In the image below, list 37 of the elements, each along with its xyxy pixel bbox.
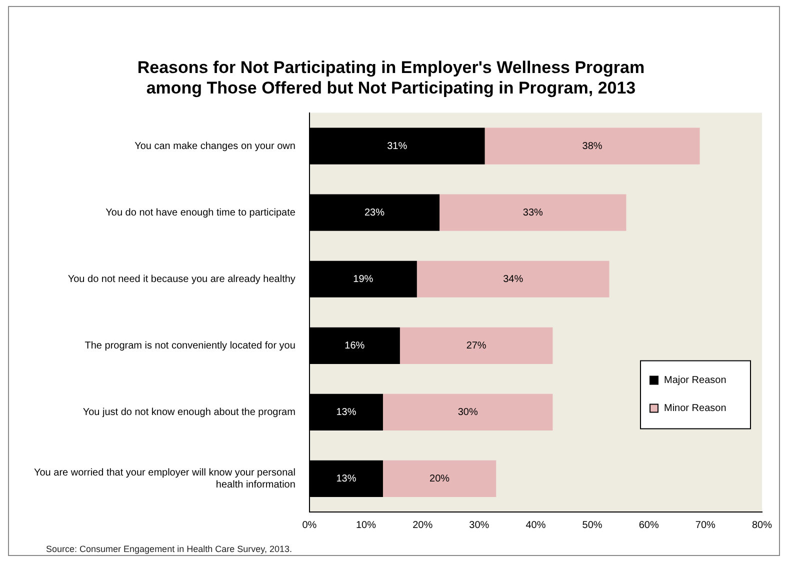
source-note: Source: Consumer Engagement in Health Care Survey, 2013. (46, 544, 292, 554)
x-tick-label: 80% (752, 520, 772, 531)
y-tick-label: You do not have enough time to participate (106, 207, 296, 218)
bar (416, 260, 610, 298)
data-label: 33% (522, 207, 543, 218)
data-label: 23% (364, 207, 385, 218)
data-label: 13% (336, 406, 356, 418)
data-label: 31% (387, 140, 408, 152)
data-label: 13% (336, 473, 356, 484)
legend-label: Minor Reason (664, 403, 726, 414)
x-tick-label: 20% (412, 520, 433, 531)
data-label: 38% (582, 140, 602, 152)
y-tick-label: You just do not know enough about the program (82, 406, 296, 418)
x-tick-label: 10% (356, 520, 376, 531)
bar (484, 128, 700, 164)
data-label: 34% (503, 274, 524, 285)
bar (440, 194, 626, 231)
bar (382, 394, 553, 430)
x-tick-label: 60% (638, 520, 659, 531)
data-label: 27% (466, 340, 486, 352)
data-label: 20% (430, 473, 450, 484)
data-label: 19% (353, 274, 374, 285)
bar (382, 460, 496, 498)
x-tick-label: 40% (526, 520, 546, 531)
y-tick-label: The program is not conveniently located for you (84, 340, 296, 352)
x-tick-label: 70% (695, 520, 716, 531)
data-label: 16% (344, 340, 365, 352)
data-label: 30% (458, 406, 478, 418)
x-tick-label: 50% (582, 520, 602, 531)
y-tick-label: You do not need it because you are already healthy (68, 274, 296, 285)
bar (400, 327, 553, 364)
y-tick-label: You are worried that your employer will know your personal health information (34, 467, 296, 490)
y-tick-label: You can make changes on your own (134, 140, 296, 152)
x-tick-label: 30% (469, 520, 490, 531)
x-tick-label: 0% (302, 520, 317, 531)
legend-label: Major Reason (664, 375, 726, 386)
chart-title: Reasons for Not Participating in Employer's Wellness Program among Those Offered but Not Participating in Program, 2013 (137, 58, 645, 98)
